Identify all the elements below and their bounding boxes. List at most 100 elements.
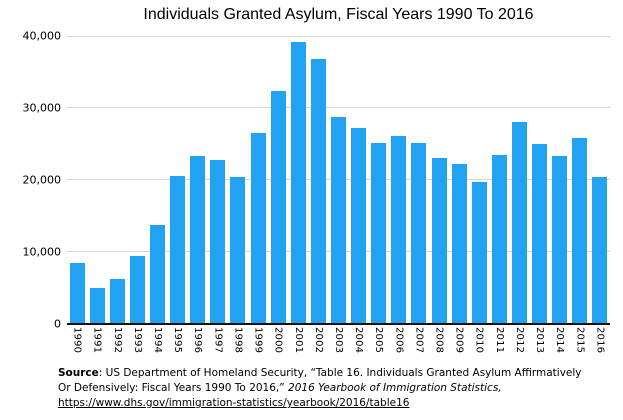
x-tick-slot-2010: 2010 [469,327,489,353]
bar-1991 [89,288,105,324]
source-text-1: : US Department of Homeland Security, “T… [98,367,582,379]
x-tick-slot-1992: 1992 [107,327,127,353]
x-tick-label-2008: 2008 [433,327,445,354]
x-tick-label-2006: 2006 [393,327,405,354]
x-tick-label-1990: 1990 [71,327,83,354]
bar-1999 [250,133,266,324]
bar-slot-1998 [228,36,248,324]
x-tick-label-2009: 2009 [453,327,465,354]
bar-2001 [290,42,306,324]
x-tick-slot-2014: 2014 [550,327,570,353]
bar-slot-1991 [87,36,107,324]
x-tick-slot-2002: 2002 [308,327,328,353]
bar-slot-2014 [550,36,570,324]
bar-2007 [411,142,427,324]
bar-slot-2010 [469,36,489,324]
bar-slot-2002 [308,36,328,324]
source-label: Source [58,367,99,379]
x-tick-slot-2009: 2009 [449,327,469,353]
x-tick-label-1995: 1995 [172,327,184,354]
x-tick-label-2014: 2014 [554,327,566,354]
x-tick-slot-1991: 1991 [87,327,107,353]
y-tick-label-20000: 20,000 [22,173,62,187]
gridline-30000 [67,107,610,108]
plot-area [67,36,610,325]
bar-slot-2005 [369,36,389,324]
x-tick-labels: 1990 1991 1992 1993 1994 1995 1996 1997 1998 1999… [67,327,610,353]
bar-2002 [310,59,326,324]
bar-2004 [351,128,367,324]
source-line-3: https://www.dhs.gov/immigration-statisti… [58,396,582,411]
bar-slot-1996 [188,36,208,324]
x-tick-slot-2008: 2008 [429,327,449,353]
bar-2011 [491,154,507,324]
bar-slot-2007 [409,36,429,324]
x-tick-slot-2004: 2004 [349,327,369,353]
bar-slot-1994 [147,36,167,324]
x-tick-label-2015: 2015 [574,327,586,354]
bar-1996 [190,155,206,324]
x-tick-label-2005: 2005 [373,327,385,354]
x-tick-label-2001: 2001 [292,327,304,354]
source-line-1: Source: US Department of Homeland Securi… [58,366,582,381]
bar-slot-2012 [509,36,529,324]
bar-slot-1997 [208,36,228,324]
bar-2010 [471,182,487,324]
bar-slot-1995 [168,36,188,324]
x-tick-label-2010: 2010 [473,327,485,354]
y-axis-labels: 0 10,000 20,000 30,000 40,000 [0,30,62,331]
bar-1994 [149,225,165,324]
x-tick-slot-2007: 2007 [409,327,429,353]
x-tick-slot-1990: 1990 [67,327,87,353]
x-tick-slot-2011: 2011 [489,327,509,353]
bar-slot-1990 [67,36,87,324]
x-tick-slot-2003: 2003 [328,327,348,353]
x-tick-slot-1993: 1993 [127,327,147,353]
x-tick-label-1994: 1994 [151,327,163,354]
bar-2015 [572,137,588,324]
chart-title: Individuals Granted Asylum, Fiscal Years… [143,6,534,23]
bar-2006 [391,136,407,324]
bar-2008 [431,158,447,324]
bar-2012 [511,122,527,324]
x-tick-slot-1999: 1999 [248,327,268,353]
bar-slot-2004 [349,36,369,324]
bar-2016 [592,177,608,324]
bar-slot-1993 [127,36,147,324]
y-tick-label-40000: 40,000 [22,29,62,43]
x-tick-slot-1998: 1998 [228,327,248,353]
bar-slot-1999 [248,36,268,324]
bar-1997 [210,159,226,324]
x-tick-label-1993: 1993 [131,327,143,354]
bar-2000 [270,90,286,324]
x-tick-slot-2016: 2016 [590,327,610,353]
bar-2003 [330,117,346,324]
source-text-italic: 2016 Yearbook of Immigration Statistics, [288,382,502,394]
bar-slot-2008 [429,36,449,324]
x-tick-label-2011: 2011 [493,327,505,354]
x-tick-slot-2012: 2012 [509,327,529,353]
x-tick-label-2002: 2002 [312,327,324,354]
y-tick-label-0: 0 [54,317,61,331]
x-tick-label-2012: 2012 [513,327,525,354]
x-tick-slot-1995: 1995 [168,327,188,353]
source-link[interactable]: https://www.dhs.gov/immigration-statisti… [58,397,410,409]
x-tick-label-2007: 2007 [413,327,425,354]
x-tick-slot-2006: 2006 [389,327,409,353]
x-tick-label-2003: 2003 [332,327,344,354]
bar-slot-2015 [570,36,590,324]
x-tick-slot-2005: 2005 [369,327,389,353]
x-tick-slot-1996: 1996 [188,327,208,353]
bar-slot-2003 [328,36,348,324]
source-note: Source: US Department of Homeland Securi… [58,366,582,411]
y-tick-label-30000: 30,000 [22,101,62,115]
bar-2009 [451,164,467,324]
x-tick-slot-1997: 1997 [208,327,228,353]
x-tick-label-1992: 1992 [111,327,123,354]
bars [67,36,610,324]
bar-1992 [109,278,125,324]
bar-slot-2006 [389,36,409,324]
x-tick-label-1991: 1991 [91,327,103,354]
source-line-2: Or Defensively: Fiscal Years 1990 To 201… [58,381,582,396]
